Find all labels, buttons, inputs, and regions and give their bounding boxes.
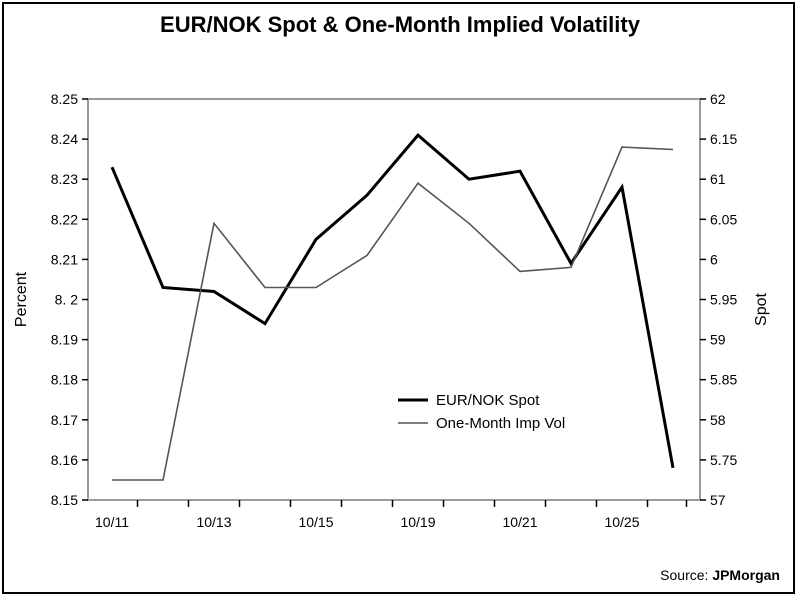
- x-tick-label: 10/21: [502, 514, 537, 530]
- left-axis-label: Percent: [13, 271, 30, 327]
- right-tick-label: 6.15: [710, 131, 737, 147]
- x-tick-label: 10/25: [604, 514, 639, 530]
- left-tick-label: 8.15: [51, 492, 78, 508]
- left-tick-label: 8.17: [51, 412, 78, 428]
- right-axis: 57 5.75 58 5.85 59 5.95 6 6.05 61 6.15 62: [700, 91, 737, 508]
- right-tick-label: 57: [710, 492, 726, 508]
- chart-frame: [2, 2, 795, 594]
- left-tick-label: 8.23: [51, 171, 78, 187]
- chart-title: EUR/NOK Spot & One-Month Implied Volatil…: [160, 12, 640, 37]
- series-layer: [110, 132, 675, 481]
- right-tick-label: 5.85: [710, 372, 737, 388]
- right-tick-label: 58: [710, 412, 726, 428]
- left-tick-label: 8. 2: [55, 292, 79, 308]
- plot-area: [87, 98, 701, 501]
- right-tick-label: 5.95: [710, 292, 737, 308]
- x-tick-label: 10/11: [95, 514, 129, 530]
- right-tick-label: 5.75: [710, 452, 737, 468]
- left-axis: 8.15 8.16 8.17 8.18 8.19 8. 2 8.21 8.22 8.23 8.24…: [51, 91, 88, 508]
- left-tick-label: 8.22: [51, 211, 78, 227]
- left-tick-label: 8.18: [51, 372, 78, 388]
- right-tick-label: 59: [710, 332, 726, 348]
- right-axis-label: Spot: [753, 292, 770, 325]
- source-note: Source: JPMorgan: [660, 567, 780, 583]
- legend-label-impvol: One-Month Imp Vol: [436, 415, 565, 432]
- left-tick-label: 8.21: [51, 251, 78, 267]
- x-tick-label: 10/15: [298, 514, 333, 530]
- x-tick-label: 10/13: [196, 514, 231, 530]
- right-tick-label: 6.05: [710, 211, 737, 227]
- legend-label-spot: EUR/NOK Spot: [436, 392, 540, 409]
- series-line-spot: [110, 132, 675, 469]
- series-line-impvol: [112, 146, 674, 481]
- left-tick-label: 8.24: [51, 131, 78, 147]
- left-tick-label: 8.16: [51, 452, 78, 468]
- left-tick-label: 8.19: [51, 332, 78, 348]
- x-axis: 10/11 10/13 10/15 10/19 10/21 10/25: [95, 500, 688, 530]
- source-name: JPMorgan: [712, 567, 780, 583]
- legend: EUR/NOK Spot One-Month Imp Vol: [398, 392, 565, 432]
- x-tick-label: 10/19: [400, 514, 435, 530]
- right-tick-label: 61: [710, 171, 726, 187]
- source-prefix: Source:: [660, 567, 713, 583]
- right-tick-label: 62: [710, 91, 726, 107]
- right-tick-label: 6: [710, 251, 718, 267]
- left-tick-label: 8.25: [51, 91, 78, 107]
